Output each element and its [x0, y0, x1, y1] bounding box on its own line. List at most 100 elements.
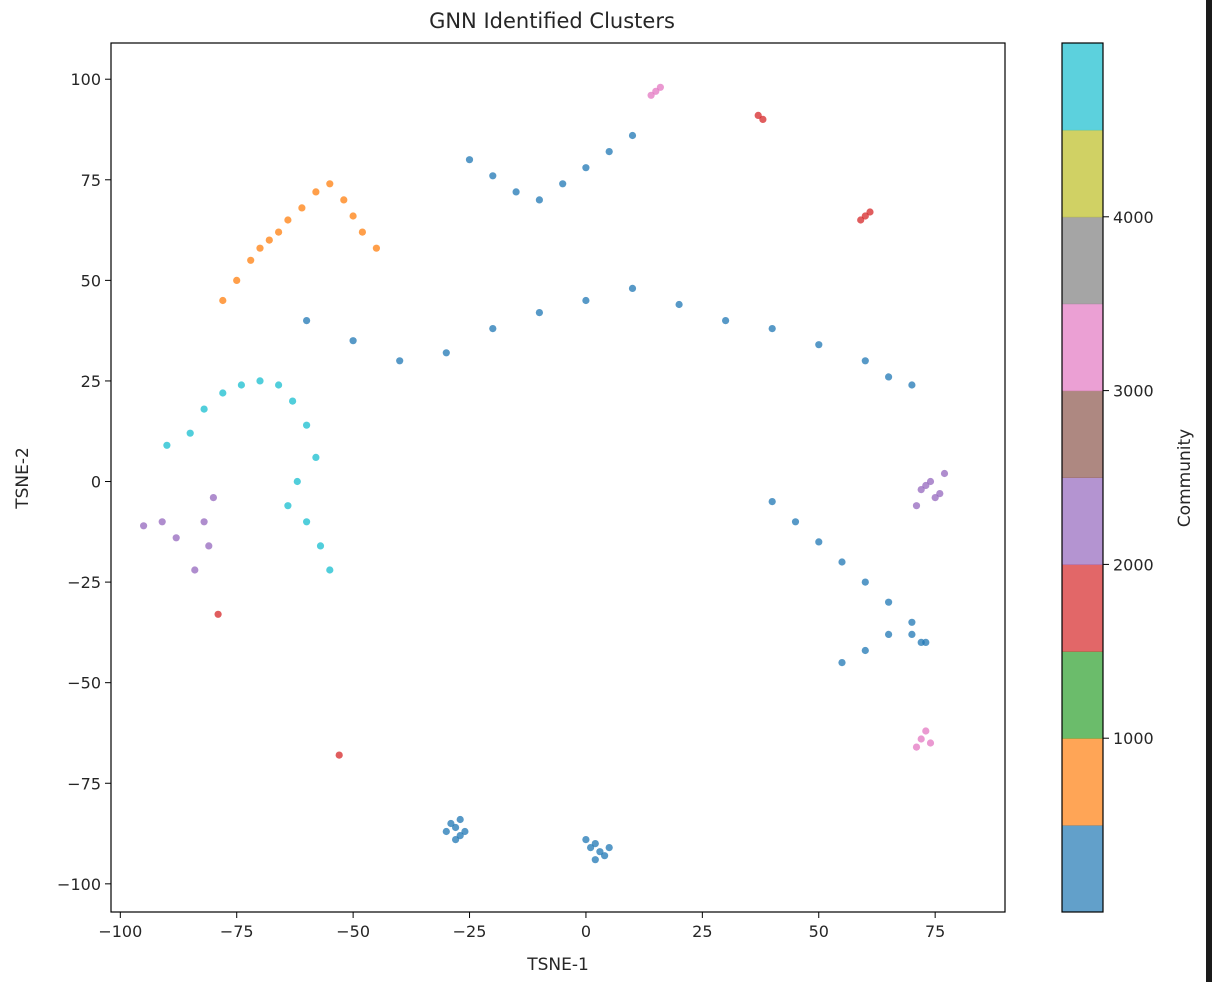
scatter-point [316, 542, 325, 550]
scatter-point [861, 646, 869, 655]
scatter-point [605, 844, 613, 852]
scatter-point [219, 389, 227, 397]
scatter-point [922, 727, 930, 735]
scatter-point [326, 180, 334, 188]
plot-area [111, 43, 1005, 912]
scatter-point [559, 180, 567, 188]
scatter-point [358, 228, 366, 236]
scatter-point [209, 494, 217, 502]
x-tick-label: 50 [809, 922, 829, 941]
scatter-point [237, 381, 245, 389]
scatter-point [861, 578, 869, 586]
scatter-point [926, 477, 935, 486]
colorbar-segment [1062, 303, 1103, 392]
scatter-point [396, 357, 404, 365]
scatter-point [791, 518, 800, 526]
scatter-point [219, 296, 227, 305]
x-tick-label: 75 [925, 922, 945, 941]
scatter-point [312, 453, 320, 461]
x-tick-label: 0 [581, 922, 591, 941]
scatter-point [442, 827, 450, 836]
scatter-point [582, 296, 590, 305]
scatter-point [275, 381, 283, 389]
scatter-point [768, 498, 776, 506]
scatter-point [861, 357, 869, 365]
scatter-point [340, 196, 348, 204]
scatter-point [605, 148, 613, 156]
x-tick-label: 25 [692, 922, 712, 941]
scatter-point [247, 256, 255, 264]
scatter-point [298, 204, 306, 212]
scatter-point [587, 844, 595, 852]
colorbar-tick-label: 1000 [1113, 729, 1154, 748]
scatter-point [912, 743, 921, 751]
x-axis: −100 −75 −50 −25 0 25 50 75 [98, 912, 945, 941]
scatter-point [656, 83, 665, 91]
colorbar-segment [1062, 390, 1103, 478]
colorbar-segment [1062, 477, 1103, 565]
scatter-point [917, 735, 925, 743]
y-tick-label: −50 [67, 674, 101, 693]
chart-title: GNN Identified Clusters [429, 9, 675, 33]
colorbar-tick-label: 2000 [1113, 555, 1154, 574]
scatter-point [675, 300, 683, 309]
scatter-point [936, 490, 944, 498]
x-tick-label: −100 [98, 922, 142, 941]
scatter-point [442, 349, 450, 357]
scatter-point [628, 131, 637, 140]
scatter-point [535, 196, 544, 204]
scatter-point [908, 618, 916, 626]
scatter-point [163, 441, 171, 449]
scatter-point [200, 518, 208, 526]
x-tick-label: −75 [220, 922, 254, 941]
scatter-point [205, 542, 213, 550]
scatter-point [722, 317, 730, 325]
scatter-point [908, 630, 916, 639]
scatter-point [233, 276, 241, 284]
scatter-point [596, 848, 604, 856]
scatter-point [293, 477, 301, 486]
scatter-point [838, 558, 846, 566]
scatter-point [591, 856, 599, 864]
scatter-point [582, 164, 590, 172]
scatter-point [885, 598, 893, 606]
scatter-point [582, 836, 590, 844]
scatter-point [922, 481, 930, 490]
y-tick-label: −100 [57, 875, 101, 894]
colorbar-segment [1062, 129, 1103, 218]
colorbar-axis: 1000 2000 3000 4000 [1103, 208, 1154, 748]
scatter-point [922, 638, 930, 647]
y-tick-label: 25 [81, 372, 101, 391]
colorbar [1061, 42, 1104, 913]
scatter-point [768, 325, 776, 333]
colorbar-tick-label: 4000 [1113, 208, 1154, 227]
data-points [140, 83, 949, 864]
scatter-point [815, 341, 823, 349]
scatter-point [303, 518, 311, 526]
scatter-point [256, 244, 264, 252]
scatter-point [465, 156, 474, 164]
scatter-point [535, 309, 544, 317]
window-edge [1206, 0, 1212, 982]
scatter-point [335, 751, 343, 759]
scatter-point [601, 852, 609, 860]
colorbar-segment [1062, 825, 1103, 913]
colorbar-segment [1062, 43, 1103, 131]
colorbar-segment [1062, 738, 1103, 826]
scatter-point [754, 111, 762, 119]
scatter-point [912, 502, 921, 510]
y-axis: −100 −75 −50 −25 0 25 50 75 100 [57, 70, 111, 894]
scatter-point [838, 659, 846, 667]
scatter-point [140, 522, 148, 530]
colorbar-frame [1061, 42, 1104, 913]
y-tick-label: 0 [91, 473, 101, 492]
scatter-point [275, 228, 283, 236]
plot-frame [110, 42, 1006, 913]
scatter-point [265, 236, 273, 244]
x-tick-label: −25 [453, 922, 487, 941]
scatter-point [917, 486, 925, 494]
scatter-point [885, 373, 893, 381]
scatter-point [200, 405, 208, 413]
